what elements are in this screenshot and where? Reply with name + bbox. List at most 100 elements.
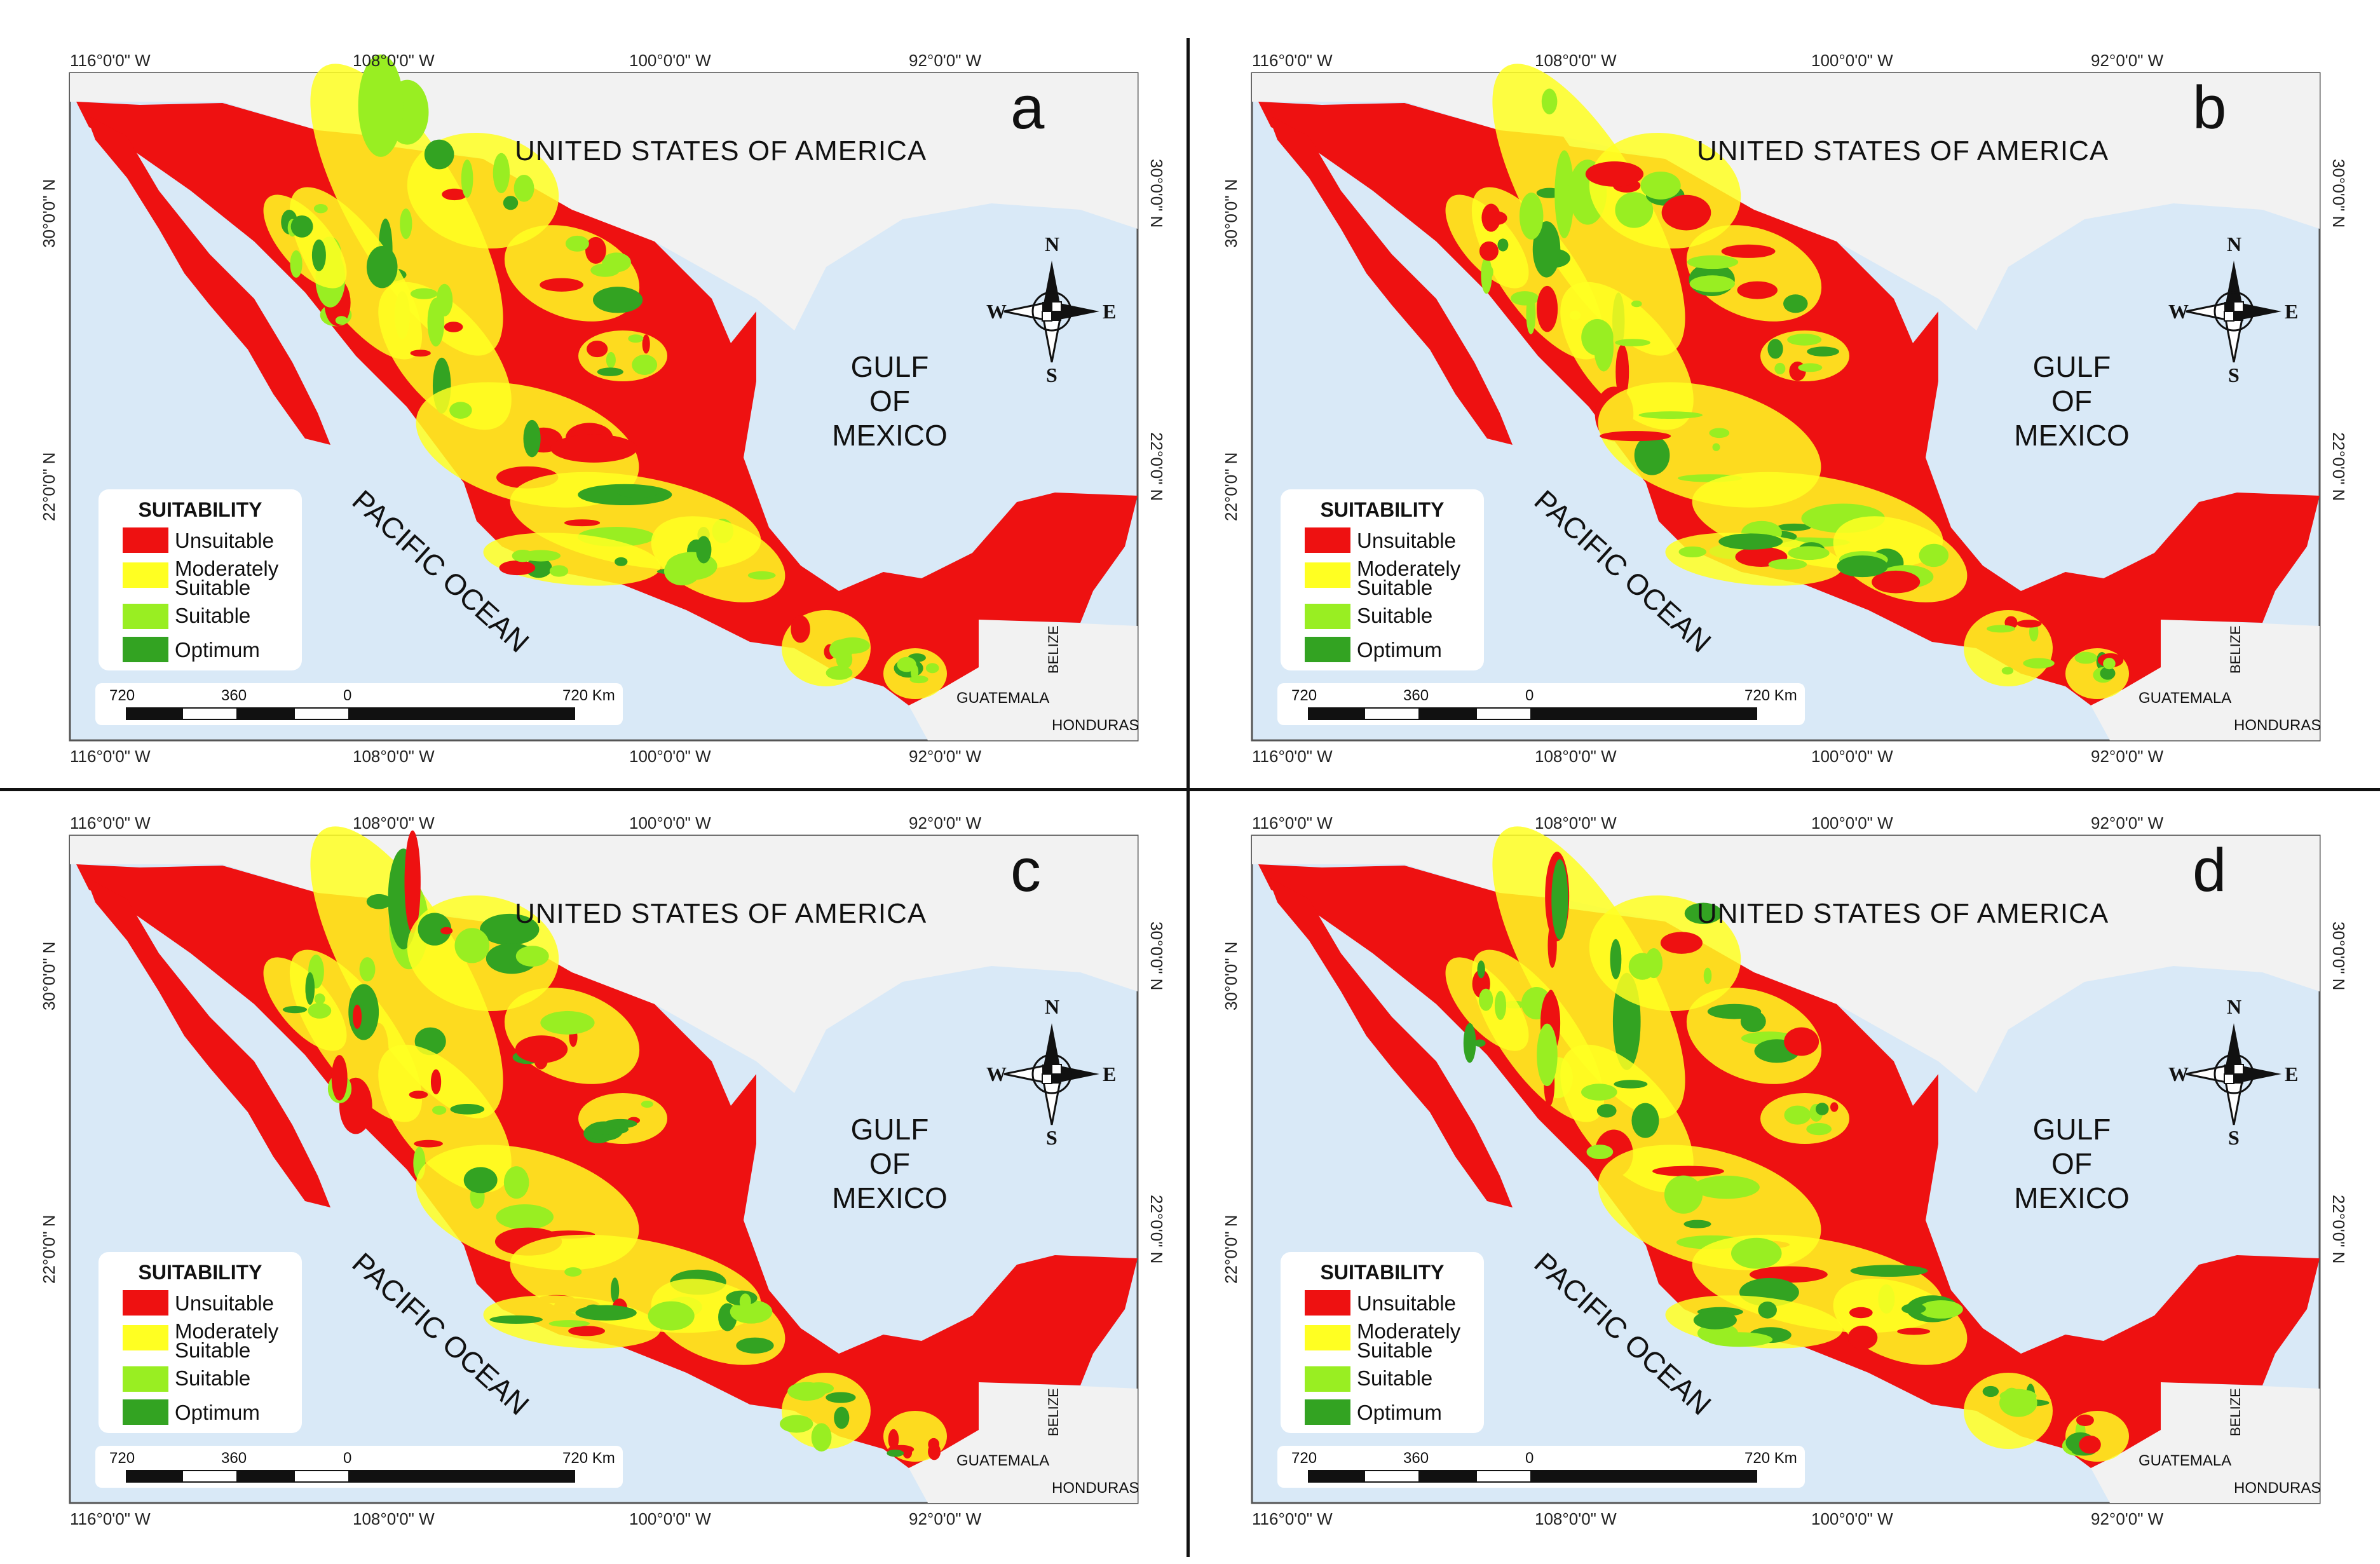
map-panel-a: 116°0'0" W 108°0'0" W 100°0'0" W 92°0'0"… — [0, 0, 1195, 782]
central-america-land — [2091, 620, 2320, 740]
scale-tick-720-left: 720 — [1291, 687, 1317, 704]
suitability-patch — [1703, 967, 1712, 984]
suitability-patch — [290, 215, 313, 238]
suitability-patch — [663, 557, 701, 586]
suitability-patch — [463, 1167, 498, 1193]
lon-label-bottom-1: 116°0'0" W — [1252, 747, 1333, 766]
suitability-patch — [1986, 625, 2016, 633]
lon-label-top-3: 100°0'0" W — [1811, 51, 1893, 70]
suitability-patch — [440, 927, 453, 935]
lon-label-top-1: 116°0'0" W — [1252, 51, 1333, 70]
suitability-patch — [523, 419, 541, 458]
map-panel-d: 116°0'0" W 108°0'0" W 100°0'0" W 92°0'0"… — [1182, 763, 2377, 1544]
suitability-patch — [1758, 1301, 1777, 1319]
suitability-patch — [410, 288, 438, 299]
lat-label-left-1: 30°0'0" N — [1221, 179, 1241, 248]
suitability-patch — [834, 1406, 850, 1429]
suitability-patch — [1645, 948, 1663, 979]
lat-label-right-1: 30°0'0" N — [1147, 159, 1166, 228]
suitability-patch — [305, 972, 315, 1005]
usa-land — [70, 73, 1138, 330]
suitability-patch — [747, 571, 776, 580]
legend-label-moderately-suitable: Moderately Suitable — [175, 1321, 278, 1361]
scale-tick-0: 0 — [1525, 687, 1534, 704]
scale-tick-0: 0 — [1525, 1450, 1534, 1467]
compass-rose-icon — [1003, 261, 1099, 363]
legend-label-unsuitable: Unsuitable — [1357, 529, 1456, 552]
suitability-patch — [430, 1069, 442, 1094]
suitability-patch — [1721, 244, 1776, 258]
suitability-patch — [493, 153, 510, 193]
suitability-patch — [1497, 238, 1509, 252]
scale-bar: 720 360 0 720 Km — [95, 683, 623, 725]
suitability-patch — [549, 565, 569, 577]
swatch-moderately-suitable — [123, 1325, 168, 1350]
lon-label-bottom-1: 116°0'0" W — [70, 747, 151, 766]
lon-label-top-1: 116°0'0" W — [1252, 813, 1333, 833]
lon-label-top-2: 108°0'0" W — [1535, 813, 1617, 833]
gulf-line-2: OF — [2051, 384, 2092, 418]
legend-label-unsuitable: Unsuitable — [175, 1291, 274, 1315]
guatemala-label: GUATEMALA — [2139, 690, 2232, 707]
suitability-patch — [427, 297, 445, 347]
suitability-patch — [1640, 171, 1681, 200]
legend-label-moderately-suitable: Moderately Suitable — [1357, 1321, 1460, 1361]
scale-seg-4 — [294, 707, 350, 720]
scale-seg-1 — [1308, 707, 1364, 720]
suitability-patch — [811, 1423, 832, 1452]
swatch-suitable — [1305, 604, 1350, 629]
lon-label-top-4: 92°0'0" W — [2091, 51, 2164, 70]
legend-title: SUITABILITY — [1320, 1261, 1445, 1284]
lon-label-bottom-2: 108°0'0" W — [1535, 1509, 1617, 1528]
gulf-of-mexico-label: GULF OF MEXICO — [1989, 1112, 2154, 1215]
suitability-patch — [606, 351, 616, 369]
suitability-patch — [366, 894, 391, 909]
suitability-patch — [2076, 1414, 2094, 1427]
suitability-patch — [1767, 339, 1783, 359]
suitability-patch — [928, 1443, 941, 1460]
suitability-patch — [826, 1392, 856, 1403]
swatch-unsuitable — [1305, 527, 1350, 553]
panel-letter: a — [1010, 74, 1045, 142]
moderate-zone — [310, 826, 503, 1119]
suitability-patch — [604, 1119, 637, 1129]
suitability-patch — [1541, 88, 1558, 114]
suitability-patch — [1830, 1102, 1839, 1112]
suitability-patch — [540, 1010, 595, 1035]
suitability-patch — [432, 1105, 447, 1115]
suitability-patch — [826, 665, 853, 680]
suitability-patch — [2001, 667, 2014, 675]
suitability-patch — [414, 1139, 443, 1148]
suitability-patch — [513, 175, 534, 202]
scale-tick-720-right: 720 Km — [562, 687, 615, 704]
north-arrow: N S W E — [986, 995, 1116, 1150]
suitability-patch — [1614, 1080, 1648, 1089]
suitability-patch — [1638, 411, 1703, 419]
swatch-optimum — [1305, 1399, 1350, 1425]
lon-label-top-4: 92°0'0" W — [909, 813, 982, 833]
suitability-patch — [1600, 431, 1671, 442]
compass-s: S — [2228, 364, 2240, 386]
suitability-patch — [1689, 275, 1735, 292]
suitability-patch — [1483, 264, 1493, 280]
belize-label: BELIZE — [1045, 625, 1061, 674]
scale-seg-5 — [350, 1470, 575, 1483]
suitability-patch — [696, 536, 712, 564]
lon-label-bottom-4: 92°0'0" W — [2091, 1509, 2164, 1528]
suitability-patch — [1897, 1328, 1931, 1335]
lon-label-bottom-3: 100°0'0" W — [629, 1509, 711, 1528]
compass-w: W — [986, 300, 1007, 323]
central-america-land — [2091, 1382, 2320, 1503]
suitability-patch — [442, 188, 467, 201]
suitability-patch — [575, 1305, 637, 1321]
legend-label-unsuitable: Unsuitable — [1357, 1291, 1456, 1315]
swatch-suitable — [123, 1366, 168, 1392]
moderately-text: Moderately Suitable — [175, 557, 279, 599]
suitability-patch — [888, 1429, 899, 1450]
legend-label-suitable: Suitable — [175, 1366, 251, 1390]
suitability-patch — [290, 250, 303, 278]
scale-tick-720-left: 720 — [109, 1450, 135, 1467]
suitability-patch — [410, 350, 431, 357]
suitability-patch — [2023, 658, 2055, 669]
scale-tick-0: 0 — [343, 687, 352, 704]
